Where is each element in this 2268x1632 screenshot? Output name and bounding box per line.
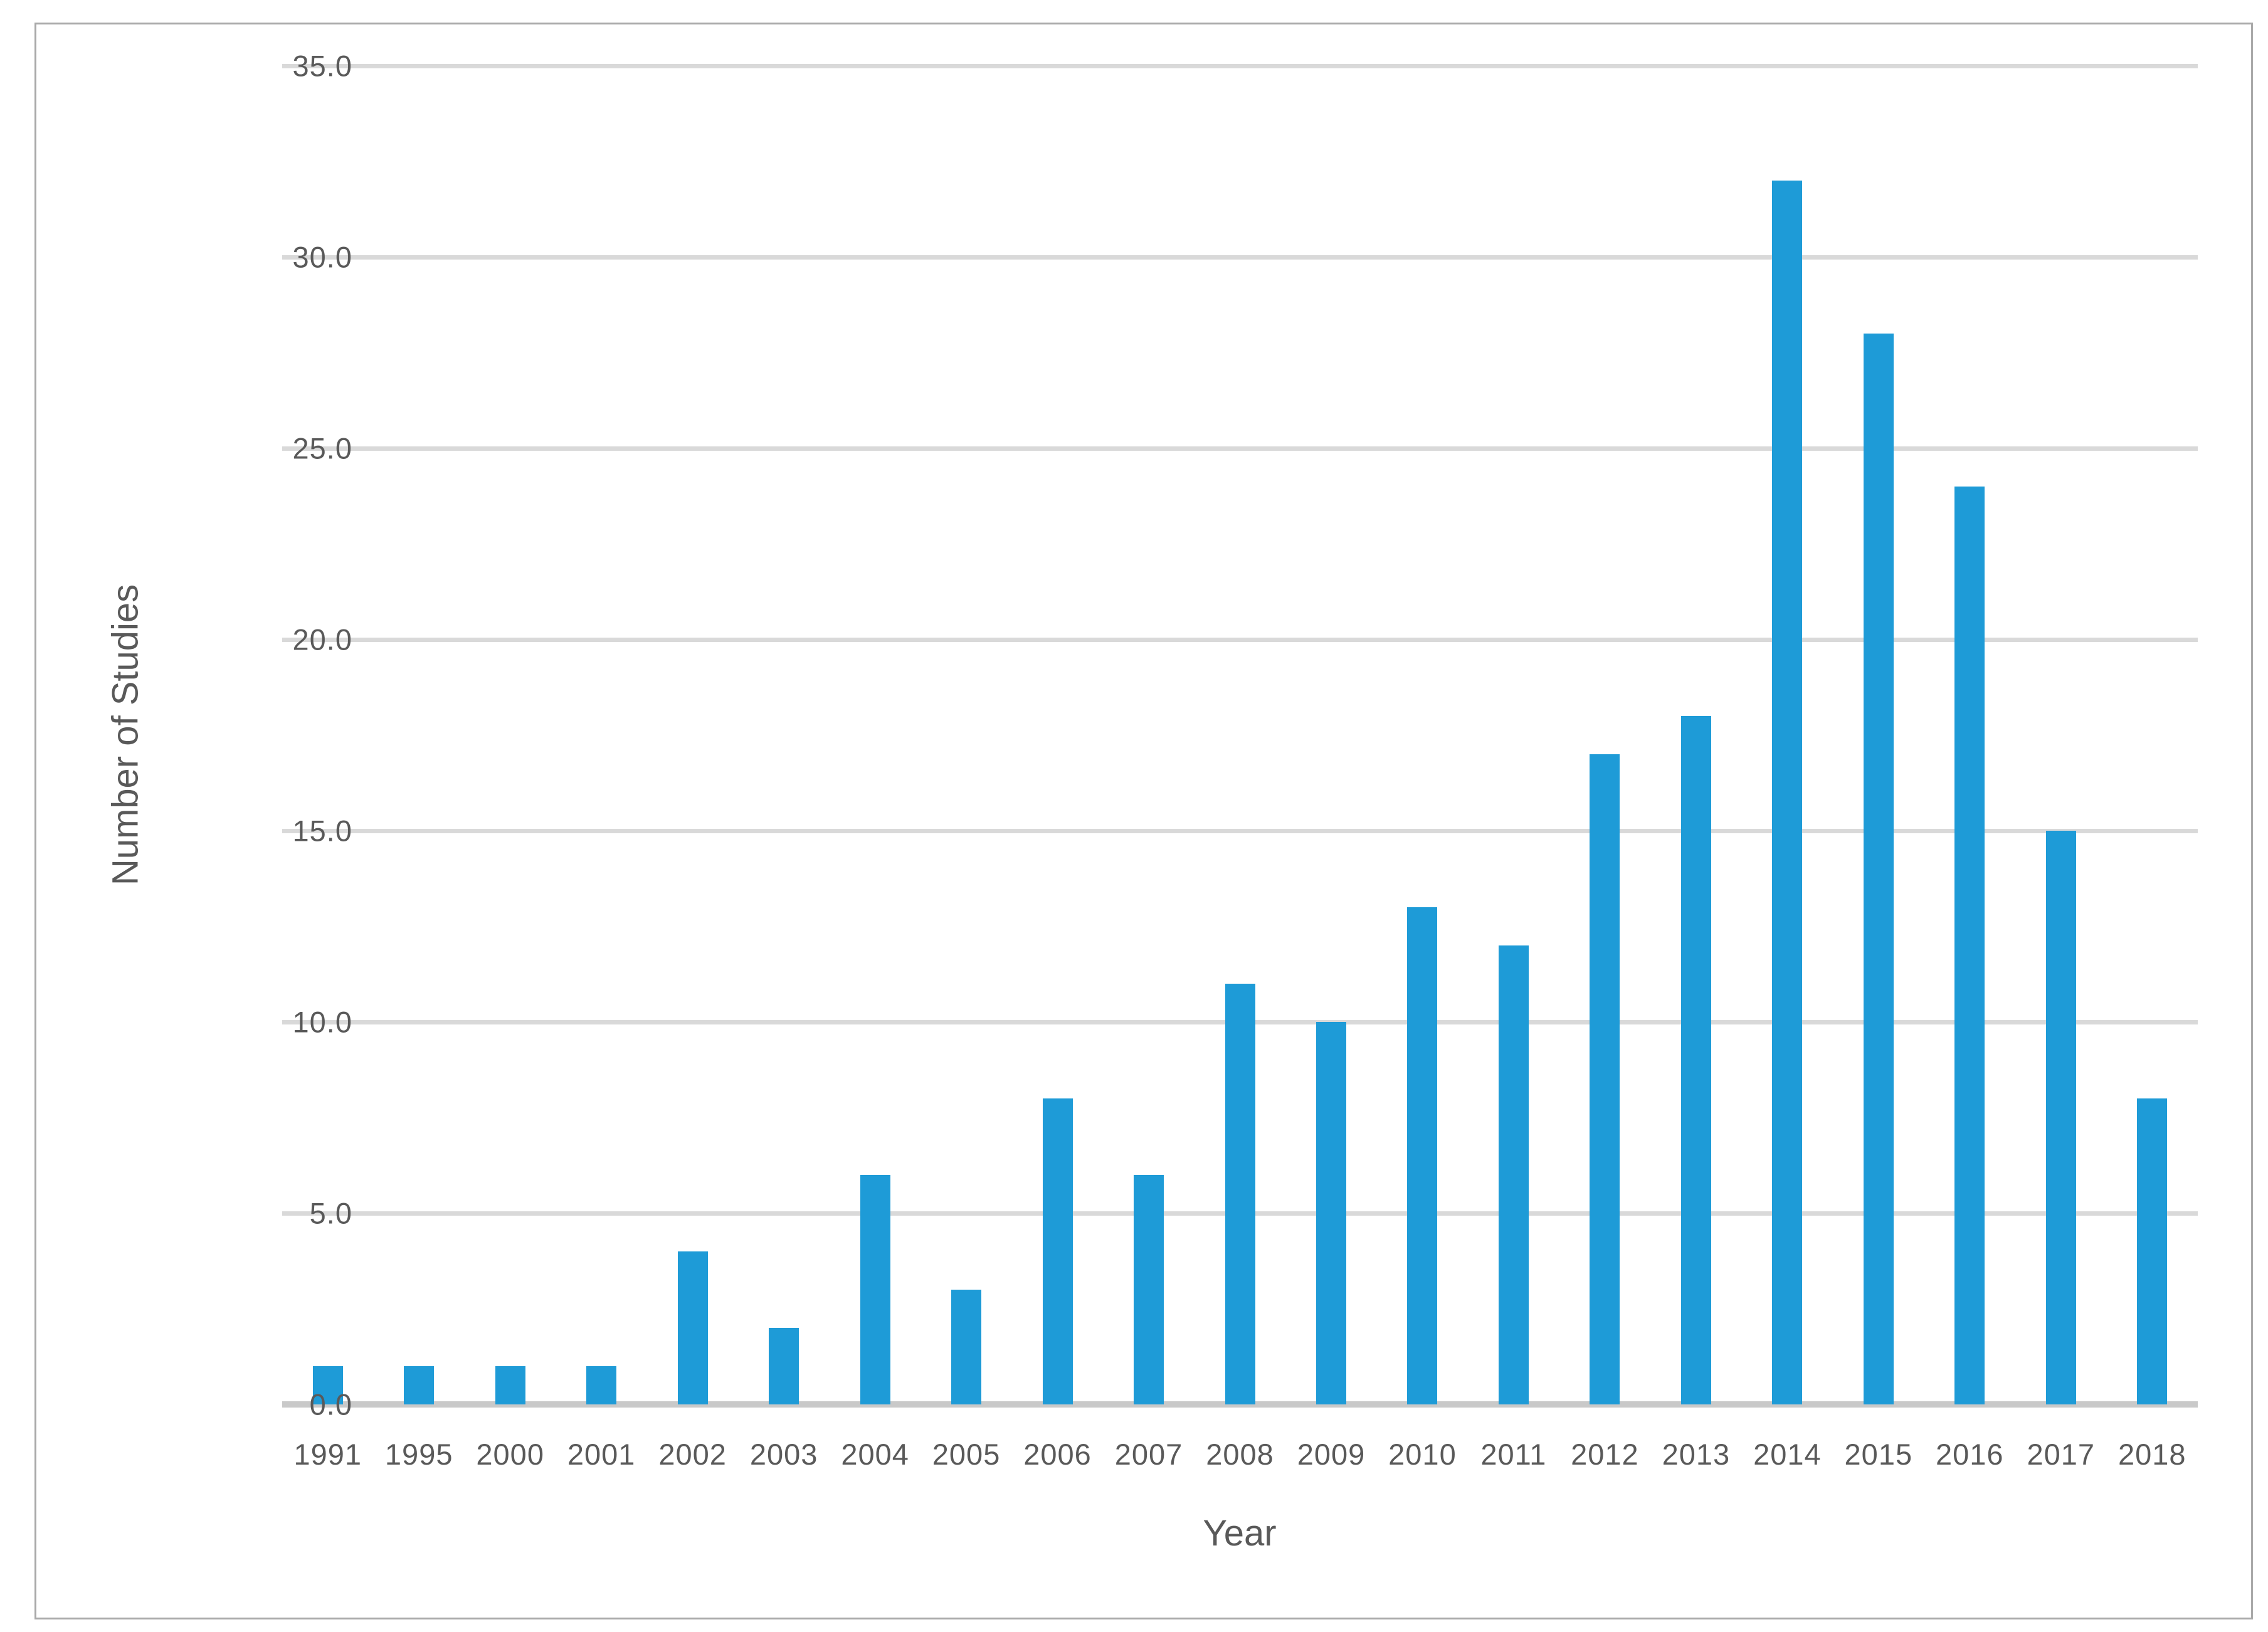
bar-2017 xyxy=(2045,831,2076,1404)
x-tick-label-2010: 2010 xyxy=(1388,1438,1457,1471)
x-tick-label-2014: 2014 xyxy=(1753,1438,1822,1471)
x-axis-line xyxy=(282,1401,2198,1408)
y-tick-label: 20.0 xyxy=(292,623,352,656)
gridline-30.0 xyxy=(282,255,2198,260)
bar-2008 xyxy=(1225,984,1255,1404)
x-tick-label-2012: 2012 xyxy=(1571,1438,1639,1471)
y-tick-label: 30.0 xyxy=(292,240,352,274)
x-tick-label-1991: 1991 xyxy=(293,1438,362,1471)
y-tick-label: 35.0 xyxy=(292,49,352,83)
gridline-25.0 xyxy=(282,446,2198,451)
x-tick-label-2000: 2000 xyxy=(476,1438,544,1471)
y-tick-label: 5.0 xyxy=(309,1196,352,1230)
x-tick-label-1995: 1995 xyxy=(384,1438,453,1471)
x-tick-label-2017: 2017 xyxy=(2027,1438,2096,1471)
bar-2005 xyxy=(951,1290,982,1404)
x-tick-label-2018: 2018 xyxy=(2118,1438,2186,1471)
y-tick-label: 25.0 xyxy=(292,431,352,465)
bar-2002 xyxy=(677,1251,708,1404)
bar-2011 xyxy=(1498,945,1529,1404)
bar-2013 xyxy=(1680,716,1711,1404)
bar-2001 xyxy=(586,1366,617,1404)
x-axis-title: Year xyxy=(1203,1513,1277,1554)
y-tick-label: 0.0 xyxy=(309,1387,352,1421)
bar-2015 xyxy=(1863,334,1894,1404)
y-tick-label: 15.0 xyxy=(292,814,352,848)
plot-area xyxy=(282,63,2198,1408)
bar-2014 xyxy=(1772,181,1803,1404)
x-tick-label-2003: 2003 xyxy=(749,1438,818,1471)
bar-2009 xyxy=(1316,1022,1346,1404)
gridline-15.0 xyxy=(282,828,2198,833)
x-tick-label-2007: 2007 xyxy=(1114,1438,1183,1471)
bar-1991 xyxy=(312,1366,343,1404)
bar-2012 xyxy=(1590,754,1620,1404)
x-tick-label-2005: 2005 xyxy=(932,1438,1001,1471)
y-axis-title: Number of Studies xyxy=(105,584,146,886)
y-tick-label: 10.0 xyxy=(292,1005,352,1039)
chart-border xyxy=(34,23,2253,1619)
bar-1995 xyxy=(404,1366,435,1404)
x-tick-label-2006: 2006 xyxy=(1023,1438,1092,1471)
x-tick-label-2008: 2008 xyxy=(1206,1438,1274,1471)
x-tick-label-2013: 2013 xyxy=(1662,1438,1731,1471)
bar-2003 xyxy=(769,1328,799,1404)
bar-2004 xyxy=(860,1175,890,1404)
x-tick-label-2004: 2004 xyxy=(841,1438,909,1471)
bar-2016 xyxy=(1954,487,1985,1404)
bar-2006 xyxy=(1042,1098,1073,1404)
gridline-20.0 xyxy=(282,637,2198,642)
x-tick-label-2002: 2002 xyxy=(658,1438,727,1471)
x-tick-label-2016: 2016 xyxy=(1936,1438,2004,1471)
x-tick-label-2001: 2001 xyxy=(567,1438,636,1471)
bar-2007 xyxy=(1134,1175,1164,1404)
x-tick-label-2011: 2011 xyxy=(1480,1438,1547,1471)
x-tick-label-2015: 2015 xyxy=(1844,1438,1913,1471)
bar-2010 xyxy=(1407,907,1438,1404)
x-tick-label-2009: 2009 xyxy=(1297,1438,1366,1471)
bar-2018 xyxy=(2137,1098,2168,1404)
gridline-35.0 xyxy=(282,63,2198,68)
bar-2000 xyxy=(495,1366,525,1404)
